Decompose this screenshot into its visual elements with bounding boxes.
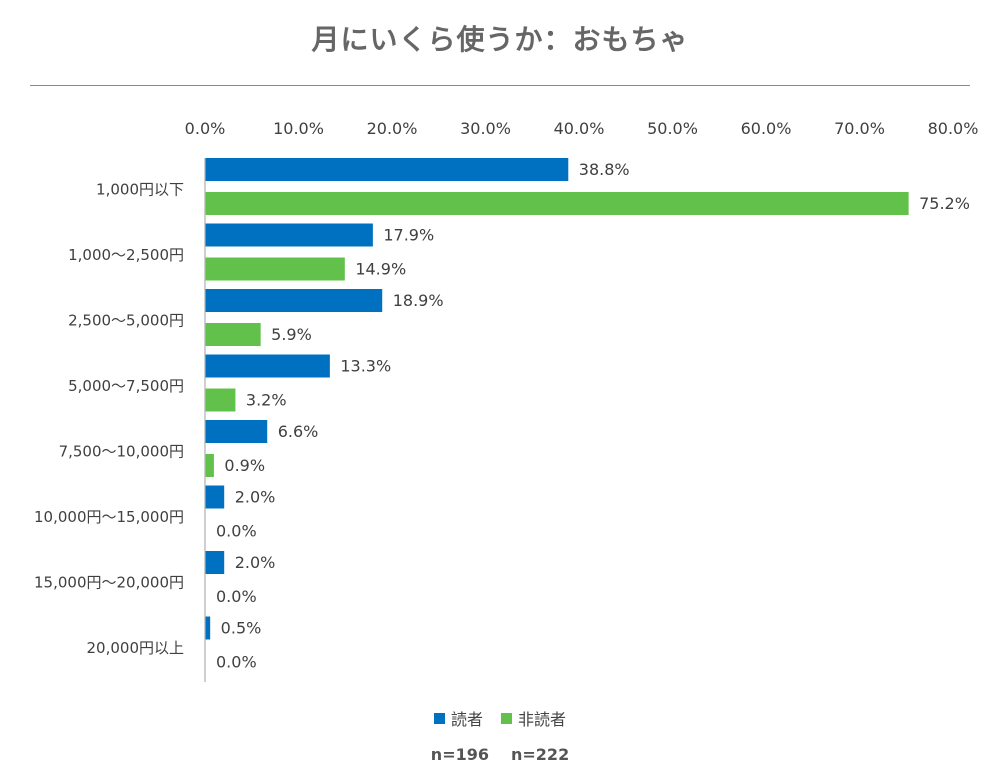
bar-non-readers <box>205 257 345 281</box>
data-label: 14.9% <box>355 260 406 279</box>
data-label: 0.0% <box>216 522 257 541</box>
x-tick-label: 80.0% <box>928 119 979 138</box>
x-tick-label: 40.0% <box>554 119 605 138</box>
data-label: 6.6% <box>278 422 319 441</box>
bar-chart: 0.0% 10.0% 20.0% 30.0% 40.0% 50.0% 60.0% 70.0% 8… <box>34 119 979 682</box>
bar-non-readers <box>205 323 261 346</box>
data-label: 13.3% <box>340 357 391 376</box>
bar-readers <box>205 485 225 509</box>
data-label: 0.5% <box>221 619 262 638</box>
bar-readers <box>205 223 373 247</box>
data-label: 3.2% <box>246 391 287 410</box>
bar-readers <box>205 551 225 574</box>
bar-readers <box>205 289 383 312</box>
category-label: 1,000円以下 <box>96 180 184 198</box>
bar-readers <box>205 158 569 181</box>
data-label: 0.9% <box>224 456 265 475</box>
category-label: 2,500〜5,000円 <box>68 311 184 329</box>
legend-item-non-readers: 非読者 <box>501 706 566 730</box>
category-label: 7,500〜10,000円 <box>59 442 184 460</box>
data-label: 17.9% <box>383 226 434 245</box>
x-tick-label: 70.0% <box>834 119 885 138</box>
chart-title: 月にいくら使うか：おもちゃ <box>311 23 689 56</box>
bar-readers <box>205 616 211 640</box>
data-label: 0.0% <box>216 587 257 606</box>
category-label: 20,000円以上 <box>87 639 185 657</box>
data-label: 18.9% <box>393 291 444 310</box>
category-label: 10,000円〜15,000円 <box>34 508 184 526</box>
sample-size-readers: n=196 <box>430 745 489 764</box>
data-label: 5.9% <box>271 325 312 344</box>
data-label: 2.0% <box>235 488 276 507</box>
legend-label-non-readers: 非読者 <box>518 710 567 729</box>
legend: 読者 非読者 <box>0 706 1000 730</box>
data-label: 0.0% <box>216 653 257 672</box>
x-tick-label: 50.0% <box>647 119 698 138</box>
legend-item-readers: 読者 <box>433 706 483 730</box>
bar-non-readers <box>205 388 236 412</box>
data-label: 2.0% <box>235 553 276 572</box>
category-label: 1,000〜2,500円 <box>68 246 184 264</box>
category-label: 15,000円〜20,000円 <box>34 573 184 591</box>
legend-label-readers: 読者 <box>450 710 483 729</box>
bar-non-readers <box>205 454 214 477</box>
sample-size-non-readers: n=222 <box>511 745 570 764</box>
legend-swatch-readers <box>433 712 445 724</box>
legend-swatch-non-readers <box>501 712 512 724</box>
category-label: 5,000〜7,500円 <box>68 377 184 395</box>
sample-sizes: n=196 n=222 <box>0 745 1000 764</box>
title-divider <box>30 85 970 86</box>
data-label: 38.8% <box>579 160 630 179</box>
x-tick-label: 30.0% <box>460 119 511 138</box>
data-label: 75.2% <box>919 194 970 213</box>
bar-non-readers <box>205 192 909 215</box>
x-tick-label: 60.0% <box>741 119 792 138</box>
bar-readers <box>205 354 330 378</box>
x-tick-label: 0.0% <box>185 119 226 138</box>
x-tick-label: 20.0% <box>367 119 418 138</box>
bar-readers <box>205 420 268 443</box>
x-tick-label: 10.0% <box>273 119 324 138</box>
